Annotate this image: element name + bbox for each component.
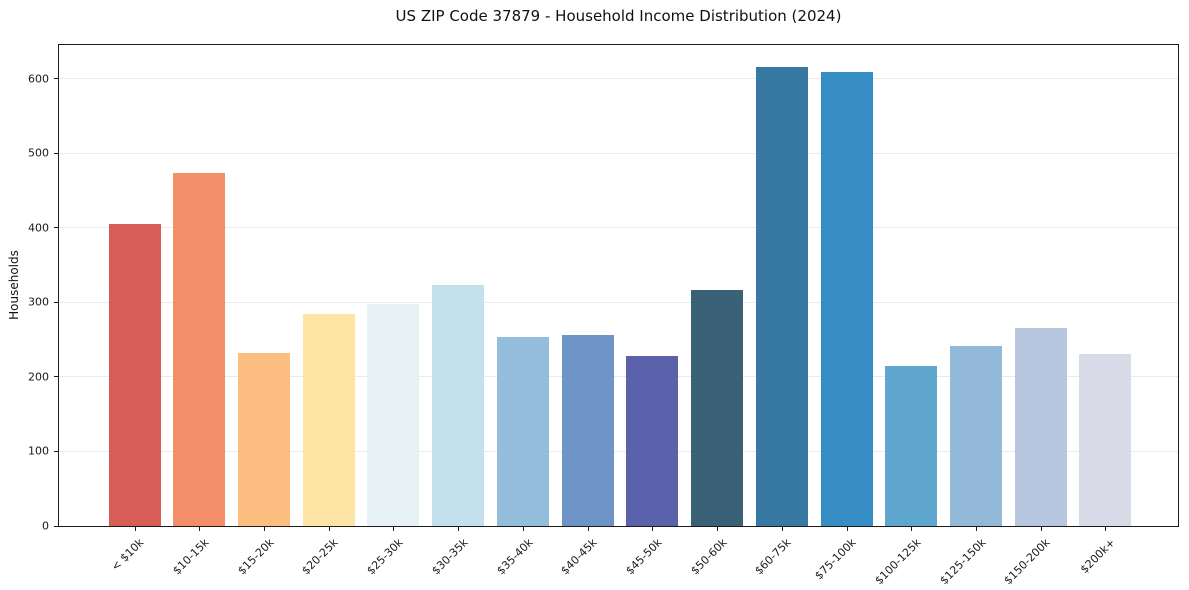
y-tick-label: 0 xyxy=(42,519,49,533)
bar xyxy=(367,303,420,526)
y-tick-label: 100 xyxy=(28,444,49,458)
chart-title: US ZIP Code 37879 - Household Income Dis… xyxy=(395,7,842,25)
x-tick-label: $60-75k xyxy=(752,536,795,578)
bar xyxy=(755,67,808,526)
bar xyxy=(561,335,614,526)
y-tick-mark xyxy=(54,450,58,452)
x-tick-label: $30-35k xyxy=(429,536,471,578)
bar xyxy=(302,314,355,526)
x-tick-mark xyxy=(134,527,136,531)
y-tick-label: 200 xyxy=(28,370,49,384)
y-tick-label: 300 xyxy=(28,295,49,309)
y-tick-label: 400 xyxy=(28,221,49,235)
gridline xyxy=(59,301,1178,303)
x-tick-label: $40-45k xyxy=(558,536,600,578)
x-tick-label: $35-40k xyxy=(493,536,536,578)
bar xyxy=(173,173,226,526)
x-tick-label: $100-125k xyxy=(872,536,924,588)
x-tick-label: $125-150k xyxy=(937,536,989,588)
y-tick-label: 500 xyxy=(28,146,49,160)
x-tick-mark xyxy=(911,527,913,531)
x-tick-mark xyxy=(263,527,265,531)
bar xyxy=(885,366,938,526)
x-tick-label: $20-25k xyxy=(299,536,341,578)
gridline xyxy=(59,78,1178,80)
y-tick-mark xyxy=(54,227,58,229)
x-tick-mark xyxy=(717,527,719,531)
y-tick-mark xyxy=(54,525,58,527)
bar xyxy=(1079,354,1132,526)
bar xyxy=(691,289,744,526)
gridline xyxy=(59,227,1178,229)
x-tick-mark xyxy=(1105,527,1107,531)
x-tick-label: $10-15k xyxy=(170,536,212,578)
x-tick-label: $50-60k xyxy=(688,536,730,578)
x-tick-mark xyxy=(975,527,977,531)
y-tick-mark xyxy=(54,78,58,80)
y-tick-mark xyxy=(54,376,58,378)
y-axis-title: Households xyxy=(7,250,21,320)
x-tick-mark xyxy=(846,527,848,531)
x-tick-mark xyxy=(328,527,330,531)
y-tick-mark xyxy=(54,152,58,154)
x-tick-label: $200k+ xyxy=(1077,536,1118,577)
bar xyxy=(237,353,290,526)
x-tick-label: $45-50k xyxy=(623,536,665,578)
x-tick-mark xyxy=(458,527,460,531)
gridline xyxy=(59,376,1178,378)
x-tick-label: $75-100k xyxy=(812,536,859,583)
y-tick-mark xyxy=(54,301,58,303)
x-tick-label: < $10k xyxy=(109,536,147,574)
bar xyxy=(432,285,485,526)
y-tick-label: 600 xyxy=(28,72,49,86)
bar xyxy=(820,71,873,526)
gridline xyxy=(59,450,1178,452)
plot-area xyxy=(58,44,1179,527)
x-tick-mark xyxy=(781,527,783,531)
x-tick-mark xyxy=(393,527,395,531)
bar xyxy=(949,346,1002,526)
x-tick-label: $150-200k xyxy=(1001,536,1053,588)
x-tick-mark xyxy=(587,527,589,531)
gridline xyxy=(59,152,1178,154)
x-tick-mark xyxy=(522,527,524,531)
bar xyxy=(1014,327,1067,526)
x-tick-mark xyxy=(199,527,201,531)
x-tick-mark xyxy=(652,527,654,531)
bar xyxy=(496,337,549,526)
x-tick-label: $25-30k xyxy=(364,536,406,578)
bar xyxy=(108,223,161,526)
bar xyxy=(626,355,679,526)
x-tick-label: $15-20k xyxy=(234,536,277,578)
x-tick-mark xyxy=(1040,527,1042,531)
